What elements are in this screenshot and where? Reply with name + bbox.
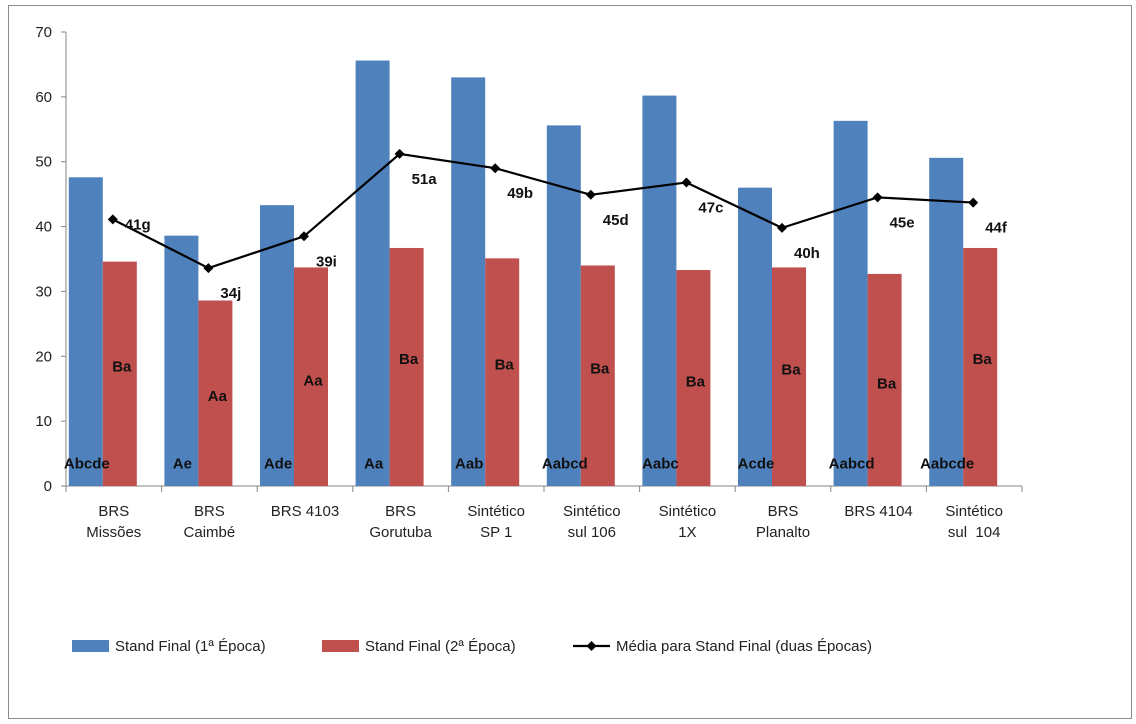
line-point-9 xyxy=(968,197,979,208)
line-label-2: 39i xyxy=(316,253,337,270)
bar-s1-1 xyxy=(198,300,233,486)
bar-s0-3 xyxy=(355,60,390,487)
y-tick-label-70: 70 xyxy=(35,24,52,41)
y-tick-label-50: 50 xyxy=(35,154,52,171)
line-label-0: 41g xyxy=(125,216,151,233)
bar-s1-4 xyxy=(485,258,520,486)
bar-label-s1-3: Ba xyxy=(399,351,419,368)
bar-label-s0-9: Aabcde xyxy=(920,455,974,472)
legend-swatch-0 xyxy=(72,640,109,652)
bar-s0-8 xyxy=(833,120,868,487)
line-point-4 xyxy=(490,163,501,174)
bar-s1-6 xyxy=(676,270,711,486)
bar-s1-5 xyxy=(580,265,615,486)
x-category-label-9: Sintético sul 104 xyxy=(945,503,1003,541)
bar-label-s0-1: Ae xyxy=(173,455,192,472)
line-label-6: 47c xyxy=(698,199,723,216)
line-label-4: 49b xyxy=(507,185,533,202)
line-point-1 xyxy=(203,263,214,274)
bar-label-s0-6: Aabc xyxy=(642,455,679,472)
y-tick-label-0: 0 xyxy=(44,478,52,495)
legend-label-1: Stand Final (2ª Época) xyxy=(365,638,516,655)
line-label-1: 34j xyxy=(220,285,241,302)
bar-s0-4 xyxy=(451,77,486,487)
legend-marker-2 xyxy=(586,641,597,651)
bar-label-s0-7: Acde xyxy=(738,455,775,472)
bar-label-s0-5: Aabcd xyxy=(542,455,588,472)
x-category-label-1: BRS Caimbé xyxy=(184,503,236,541)
bar-label-s1-2: Aa xyxy=(303,372,323,389)
y-tick-label-20: 20 xyxy=(35,348,52,365)
bar-label-s1-7: Ba xyxy=(781,361,801,378)
x-category-label-0: BRS Missões xyxy=(86,503,141,541)
bar-label-s1-8: Ba xyxy=(877,375,897,392)
line-point-7 xyxy=(777,222,787,233)
bar-s1-3 xyxy=(389,247,424,486)
bar-label-s0-3: Aa xyxy=(364,455,384,472)
bar-s0-6 xyxy=(642,95,677,486)
bar-label-s0-2: Ade xyxy=(264,455,292,472)
bar-label-s1-0: Ba xyxy=(112,358,132,375)
bar-label-s0-0: Abcde xyxy=(64,455,110,472)
legend-label-0: Stand Final (1ª Época) xyxy=(115,638,266,655)
bar-s1-2 xyxy=(294,267,328,486)
bar-s0-0 xyxy=(68,177,103,486)
y-tick-label-40: 40 xyxy=(35,219,52,236)
legend-swatch-1 xyxy=(322,640,359,652)
line-label-9: 44f xyxy=(985,220,1008,237)
line-label-8: 45e xyxy=(890,214,915,231)
line-label-7: 40h xyxy=(794,245,820,262)
bar-s0-1 xyxy=(164,235,199,486)
y-tick-label-30: 30 xyxy=(35,283,52,300)
x-category-label-6: Sintético 1X xyxy=(659,503,717,541)
bar-s0-7 xyxy=(738,187,772,486)
line-point-6 xyxy=(681,177,692,188)
bar-s0-9 xyxy=(929,157,964,486)
bar-label-s1-9: Ba xyxy=(973,351,993,368)
bar-s0-2 xyxy=(260,205,294,486)
bar-s1-0 xyxy=(102,261,137,486)
line-label-5: 45d xyxy=(603,212,629,229)
line-point-3 xyxy=(394,148,405,159)
x-category-label-3: BRS Gorutuba xyxy=(369,503,432,541)
bar-label-s1-4: Ba xyxy=(495,357,515,374)
y-tick-label-60: 60 xyxy=(35,89,52,106)
line-point-8 xyxy=(872,192,883,203)
bar-label-s1-6: Ba xyxy=(686,373,706,390)
bar-label-s0-8: Aabcd xyxy=(829,455,875,472)
x-category-label-8: BRS 4104 xyxy=(844,503,912,520)
x-category-label-5: Sintético sul 106 xyxy=(563,503,621,541)
line-point-2 xyxy=(299,231,309,242)
line-point-5 xyxy=(585,189,596,200)
line-series-0 xyxy=(112,152,974,270)
line-label-3: 51a xyxy=(412,171,438,188)
legend-label-2: Média para Stand Final (duas Épocas) xyxy=(616,638,872,655)
x-category-label-7: BRS Planalto xyxy=(756,503,810,541)
bar-s1-8 xyxy=(867,273,902,486)
x-category-label-4: Sintético SP 1 xyxy=(467,503,525,541)
bar-s1-9 xyxy=(963,247,998,486)
bar-label-s1-1: Aa xyxy=(208,388,228,405)
bar-label-s1-5: Ba xyxy=(590,360,610,377)
line-point-0 xyxy=(107,214,118,225)
bar-s1-7 xyxy=(772,267,806,486)
x-category-label-2: BRS 4103 xyxy=(271,503,339,520)
y-tick-label-10: 10 xyxy=(35,413,52,430)
bar-s0-5 xyxy=(546,125,581,486)
bar-label-s0-4: Aab xyxy=(455,455,483,472)
